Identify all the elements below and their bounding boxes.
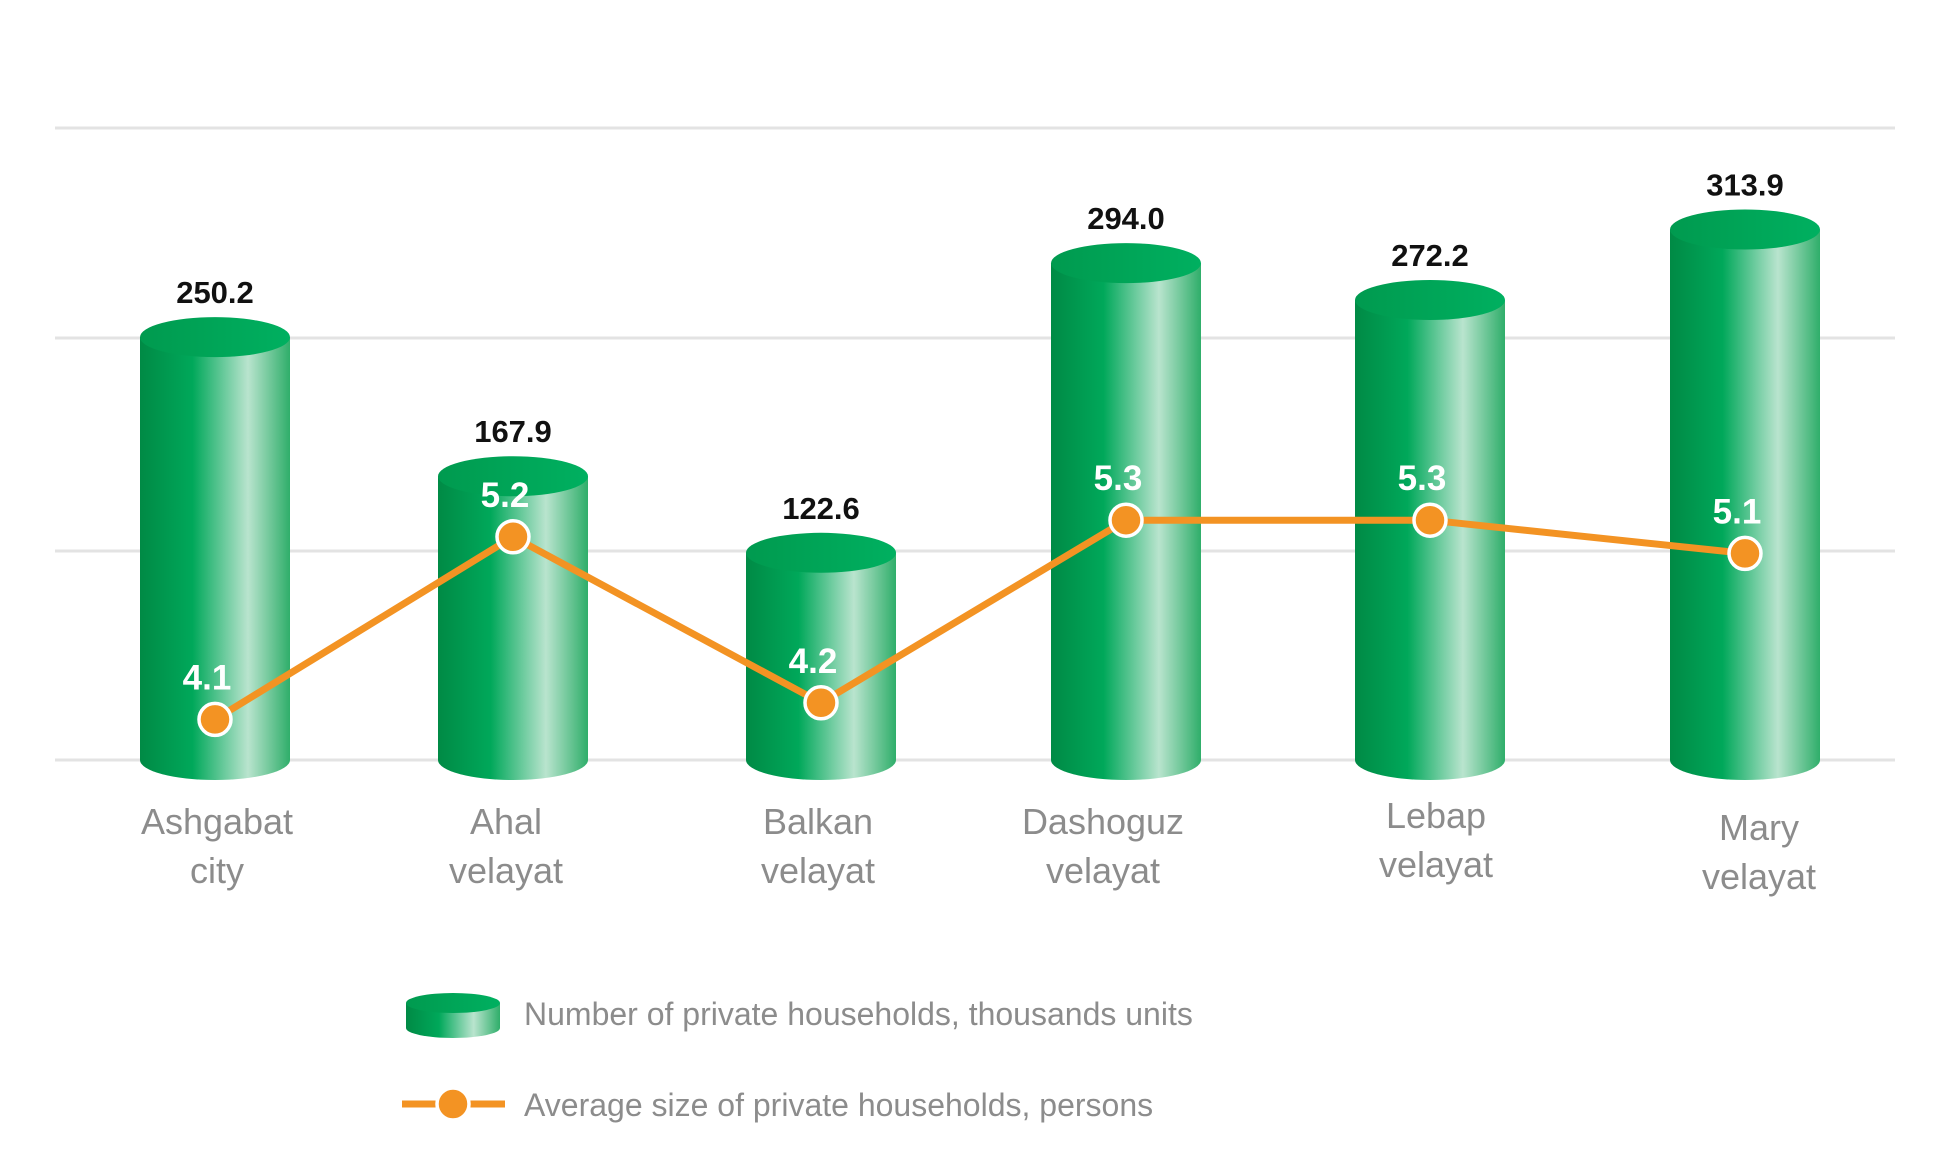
bar: 122.6 [746,491,896,780]
line-value-label: 4.1 [183,658,232,697]
legend: Number of private households, thousands … [402,993,1193,1123]
bar-value-label: 294.0 [1087,201,1165,236]
category-axis: Ashgabat city Ahal velayat Balkan velayat Dash… [141,795,1816,897]
line-point [1412,502,1448,538]
bar: 272.2 [1355,238,1505,780]
line-point [197,701,233,738]
legend-bar-swatch [406,1003,500,1038]
bar-top [746,532,896,573]
line-point [1108,502,1144,538]
category-label: Lebap velayat [1379,795,1493,885]
category-label: Dashoguz velayat [1022,801,1184,891]
category-label: Ahal velayat [449,801,563,891]
line-value-label: 5.2 [481,476,530,515]
line-path [213,516,1746,723]
bar-value-label: 250.2 [176,275,254,310]
bar-top [438,456,588,497]
bar: 167.9 [438,414,588,780]
legend-item-line: Average size of private households, pers… [402,1086,1153,1123]
bar-value-label: 313.9 [1706,168,1784,203]
bar-top [1355,279,1505,320]
bar: 313.9 [1670,168,1820,780]
category-label: Balkan velayat [761,801,875,891]
bar-value-label: 167.9 [474,414,552,449]
line-value-label: 4.2 [789,642,838,681]
bar-body [1670,229,1820,780]
bar-top [1670,209,1820,250]
legend-item-bars: Number of private households, thousands … [406,993,1193,1038]
legend-point-swatch [435,1086,471,1122]
line-value-label: 5.3 [1094,459,1143,498]
category-label: Ashgabat city [141,801,293,891]
line-point [1727,535,1763,572]
bar-value-label: 122.6 [782,491,860,526]
bar-body [438,476,588,780]
gridlines [55,126,1895,762]
bar: 250.2 [140,275,290,780]
legend-label-line: Average size of private households, pers… [524,1087,1153,1123]
bar-top [1051,243,1201,284]
line-value-label: 5.1 [1713,492,1762,531]
bar-top [140,317,290,358]
line-point [495,519,531,555]
category-label: Mary velayat [1702,807,1816,897]
bar-series: 250.2 167.9 122.6 294.0 272.2 313.9 [140,168,1820,780]
bar-body [140,337,290,780]
line-series: 4.1 5.2 4.2 5.3 5.3 5.1 [183,459,1763,738]
legend-bar-swatch-top [406,993,500,1013]
line-value-label: 5.3 [1398,459,1447,498]
bar-value-label: 272.2 [1391,238,1469,273]
bar-body [746,552,896,780]
line-point [803,685,839,721]
bar-body [1355,299,1505,780]
legend-label-bars: Number of private households, thousands … [524,996,1193,1032]
